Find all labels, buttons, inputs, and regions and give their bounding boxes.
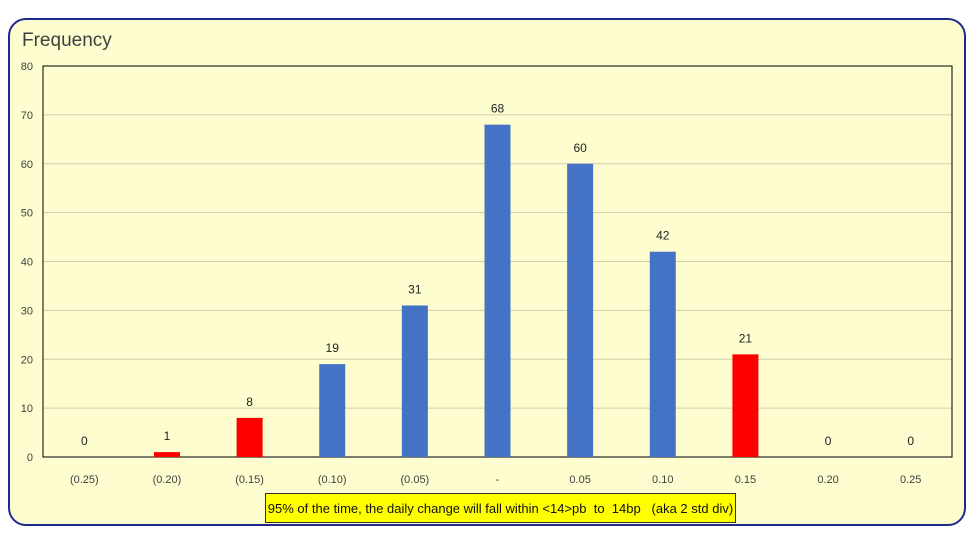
data-label: 0 [825,434,832,448]
x-tick-label: (0.15) [235,474,264,486]
data-label: 0 [81,434,88,448]
x-tick-label: (0.25) [70,474,99,486]
bar [567,163,594,457]
x-tick-label: 0.05 [569,474,590,486]
x-tick-label: (0.10) [318,474,347,486]
data-label: 31 [408,282,422,296]
bar [236,417,263,457]
data-label: 0 [907,434,914,448]
y-tick-label: 40 [21,257,33,269]
y-tick-label: 70 [21,110,33,122]
data-label: 60 [573,141,587,155]
x-tick-label: (0.05) [400,474,429,486]
data-label: 19 [326,341,340,355]
y-tick-label: 60 [21,159,33,171]
bar [153,452,180,457]
bar [649,251,676,457]
x-tick-label: - [496,474,500,486]
data-label: 21 [739,331,753,345]
data-label: 8 [246,395,253,409]
x-tick-label: 0.10 [652,474,673,486]
y-tick-label: 20 [21,354,33,366]
y-tick-label: 50 [21,208,33,220]
data-label: 1 [164,429,171,443]
y-tick-label: 10 [21,403,33,415]
y-tick-label: 0 [27,452,33,464]
y-tick-label: 30 [21,305,33,317]
bar [319,364,346,457]
y-axis-title: Frequency [22,30,112,51]
x-tick-label: 0.20 [817,474,838,486]
bar [484,124,511,458]
x-tick-label: 0.25 [900,474,921,486]
bar [401,305,428,457]
x-tick-label: (0.20) [153,474,182,486]
x-tick-label: 0.15 [735,474,756,486]
bar [732,354,759,457]
data-label: 68 [491,102,505,116]
annotation-box: 95% of the time, the daily change will f… [265,493,736,523]
data-label: 42 [656,229,670,243]
y-tick-label: 80 [21,61,33,73]
